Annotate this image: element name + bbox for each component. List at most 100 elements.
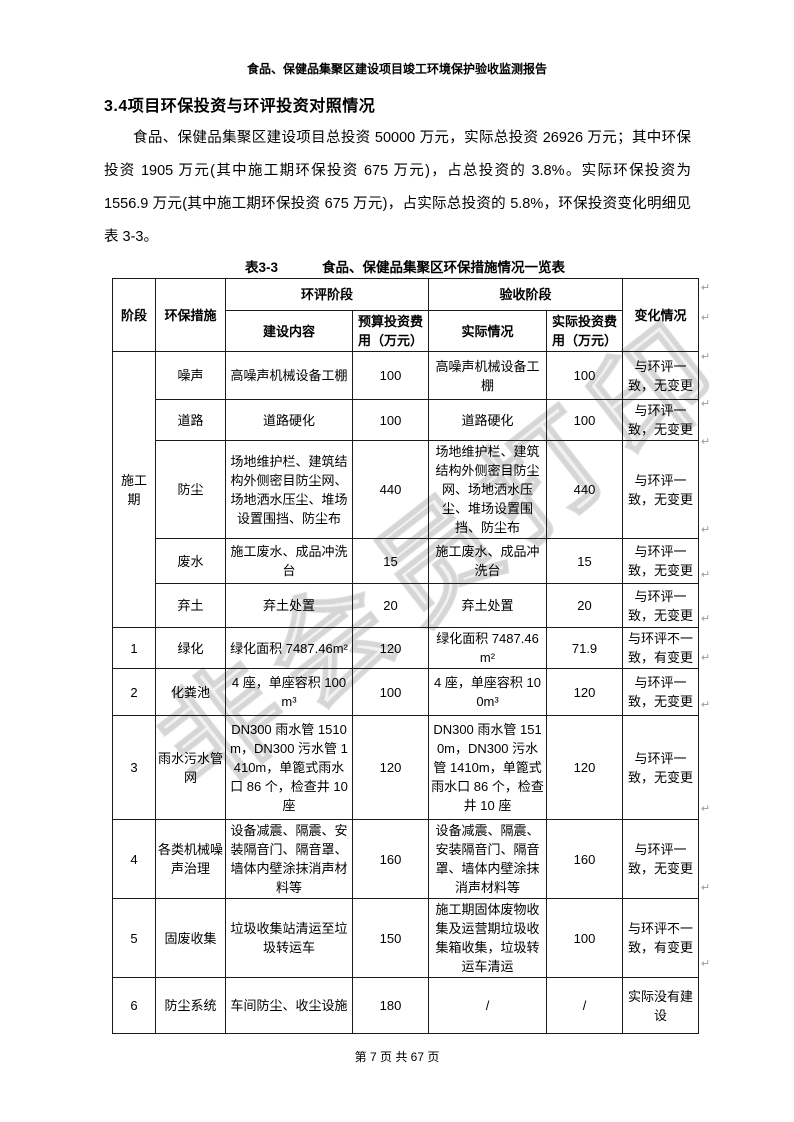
- budget-cell: 100: [351, 351, 430, 400]
- col-header-eia-phase: 环评阶段: [224, 278, 430, 311]
- change-cell: 与环评不一致，有变更: [622, 898, 700, 978]
- change-cell: 与环评一致，无变更: [622, 583, 700, 628]
- actual-cell: 弃土处置: [428, 583, 548, 628]
- table-header-row-1: 阶段 环保措施 环评阶段 验收阶段 变化情况: [112, 278, 700, 352]
- budget-cell: 150: [351, 898, 430, 978]
- paragraph-mark-icon: ↵: [701, 652, 711, 664]
- section-heading: 3.4项目环保投资与环评投资对照情况: [104, 98, 376, 115]
- measure-cell: 噪声: [155, 351, 226, 400]
- col-header-actual-cost: 实际投资费用（万元）: [546, 310, 624, 352]
- content-cell: 弃土处置: [225, 583, 353, 628]
- actual-cost-cell: 100: [546, 898, 624, 978]
- budget-cell: 120: [351, 715, 430, 820]
- actual-cost-cell: 15: [546, 538, 624, 584]
- content-cell: 4 座，单座容积 100m³: [225, 668, 353, 716]
- table-row: 2 化粪池 4 座，单座容积 100m³ 100 4 座，单座容积 100m³ …: [112, 668, 700, 716]
- actual-cell: 高噪声机械设备工棚: [428, 351, 548, 400]
- table-row: 防尘 场地维护栏、建筑结构外侧密目防尘网、场地洒水压尘、堆场设置围挡、防尘布 4…: [113, 440, 700, 539]
- actual-cell: 施工废水、成品冲洗台: [428, 538, 548, 584]
- table-row: 道路 道路硬化 100 道路硬化 100 与环评一致，无变更: [113, 399, 700, 441]
- actual-cell: 施工期固体废物收集及运营期垃圾收集箱收集，垃圾转运车清运: [428, 898, 548, 978]
- measure-cell: 绿化: [155, 627, 226, 669]
- table-row: 4 各类机械噪声治理 设备减震、隔震、安装隔音门、隔音罩、墙体内壁涂抹消声材料等…: [112, 819, 700, 899]
- paragraph-mark-icon: ↵: [701, 569, 711, 581]
- actual-cost-cell: 100: [546, 399, 624, 441]
- actual-cost-cell: 100: [546, 351, 624, 400]
- col-header-measure: 环保措施: [155, 278, 226, 352]
- content-cell: 高噪声机械设备工棚: [225, 351, 353, 400]
- col-header-stage: 阶段: [112, 278, 156, 352]
- stage-cell: 3: [112, 715, 156, 820]
- actual-cost-cell: /: [546, 977, 624, 1034]
- table-row: 施工期 噪声 高噪声机械设备工棚 100 高噪声机械设备工棚 100 与环评一致…: [112, 351, 700, 628]
- actual-cost-cell: 71.9: [546, 627, 624, 669]
- change-cell: 与环评不一致，有变更: [622, 627, 700, 669]
- actual-cell: DN300 雨水管 1510m，DN300 污水管 1410m，单篦式雨水口 8…: [428, 715, 548, 820]
- change-cell: 与环评一致，无变更: [622, 351, 700, 400]
- content-cell: DN300 雨水管 1510m，DN300 污水管 1410m，单篦式雨水口 8…: [225, 715, 353, 820]
- measure-cell: 道路: [155, 399, 226, 441]
- table-row: 1 绿化 绿化面积 7487.46m² 120 绿化面积 7487.46m² 7…: [112, 627, 700, 669]
- paragraph-mark-icon: ↵: [701, 958, 711, 970]
- table-row: 6 防尘系统 车间防尘、收尘设施 180 / / 实际没有建设: [112, 977, 700, 1034]
- actual-cell: 绿化面积 7487.46m²: [428, 627, 548, 669]
- budget-cell: 180: [351, 977, 430, 1034]
- paragraph-mark-icon: ↵: [701, 882, 711, 894]
- budget-cell: 120: [351, 627, 430, 669]
- actual-cell: 场地维护栏、建筑结构外侧密目防尘网、场地洒水压尘、堆场设置围挡、防尘布: [428, 440, 548, 539]
- table-caption-title: 食品、保健品集聚区环保措施情况一览表: [322, 260, 565, 275]
- stage-cell: 5: [112, 898, 156, 978]
- measure-cell: 化粪池: [155, 668, 226, 716]
- change-cell: 与环评一致，无变更: [622, 399, 700, 441]
- paragraph-mark-icon: ↵: [701, 436, 711, 448]
- measure-cell: 防尘系统: [155, 977, 226, 1034]
- paragraph-mark-icon: ↵: [701, 312, 711, 324]
- content-cell: 场地维护栏、建筑结构外侧密目防尘网、场地洒水压尘、堆场设置围挡、防尘布: [225, 440, 353, 539]
- paragraph-mark-icon: ↵: [701, 524, 711, 536]
- paragraph-mark-icon: ↵: [701, 803, 711, 815]
- paragraph-mark-icon: ↵: [701, 613, 711, 625]
- page-number-footer: 第 7 页 共 67 页: [354, 1050, 440, 1064]
- actual-cost-cell: 160: [546, 819, 624, 899]
- budget-cell: 20: [351, 583, 430, 628]
- paragraph-mark-icon: ↵: [701, 699, 711, 711]
- stage-cell: 6: [112, 977, 156, 1034]
- stage-cell: 1: [112, 627, 156, 669]
- content-cell: 施工废水、成品冲洗台: [225, 538, 353, 584]
- content-cell: 设备减震、隔震、安装隔音门、隔音罩、墙体内壁涂抹消声材料等: [225, 819, 353, 899]
- stage-cell: 2: [112, 668, 156, 716]
- col-header-construction-content: 建设内容: [225, 310, 353, 352]
- budget-cell: 440: [351, 440, 430, 539]
- budget-cell: 100: [351, 399, 430, 441]
- paragraph-mark-icon: ↵: [701, 398, 711, 410]
- table-row: 5 固废收集 垃圾收集站清运至垃圾转运车 150 施工期固体废物收集及运营期垃圾…: [112, 898, 700, 978]
- table-row: 弃土 弃土处置 20 弃土处置 20 与环评一致，无变更: [113, 583, 700, 628]
- table-row: 废水 施工废水、成品冲洗台 15 施工废水、成品冲洗台 15 与环评一致，无变更: [113, 538, 700, 584]
- measure-cell: 雨水污水管网: [155, 715, 226, 820]
- change-cell: 与环评一致，无变更: [622, 715, 700, 820]
- measure-cell: 废水: [155, 538, 226, 584]
- table-caption: 表3-3 食品、保健品集聚区环保措施情况一览表: [112, 256, 698, 276]
- measure-cell: 弃土: [155, 583, 226, 628]
- actual-cost-cell: 440: [546, 440, 624, 539]
- stage-cell: 施工期: [112, 351, 156, 628]
- col-header-acceptance-phase: 验收阶段: [428, 278, 624, 311]
- content-cell: 车间防尘、收尘设施: [225, 977, 353, 1034]
- actual-cost-cell: 20: [546, 583, 624, 628]
- budget-cell: 15: [351, 538, 430, 584]
- paragraph-mark-icon: ↵: [701, 282, 711, 294]
- change-cell: 与环评一致，无变更: [622, 668, 700, 716]
- actual-cost-cell: 120: [546, 715, 624, 820]
- document-header-title: 食品、保健品集聚区建设项目竣工环境保护验收监测报告: [246, 62, 547, 76]
- measure-cell: 固废收集: [155, 898, 226, 978]
- content-cell: 道路硬化: [225, 399, 353, 441]
- actual-cell: /: [428, 977, 548, 1034]
- content-cell: 绿化面积 7487.46m²: [225, 627, 353, 669]
- actual-cell: 设备减震、隔震、安装隔音门、隔音罩、墙体内壁涂抹消声材料等: [428, 819, 548, 899]
- stage-cell: 4: [112, 819, 156, 899]
- budget-cell: 100: [351, 668, 430, 716]
- table-header-row-2: 建设内容 预算投资费用（万元） 实际情况 实际投资费用（万元）: [113, 310, 699, 352]
- change-cell: 与环评一致，无变更: [622, 819, 700, 899]
- budget-cell: 160: [351, 819, 430, 899]
